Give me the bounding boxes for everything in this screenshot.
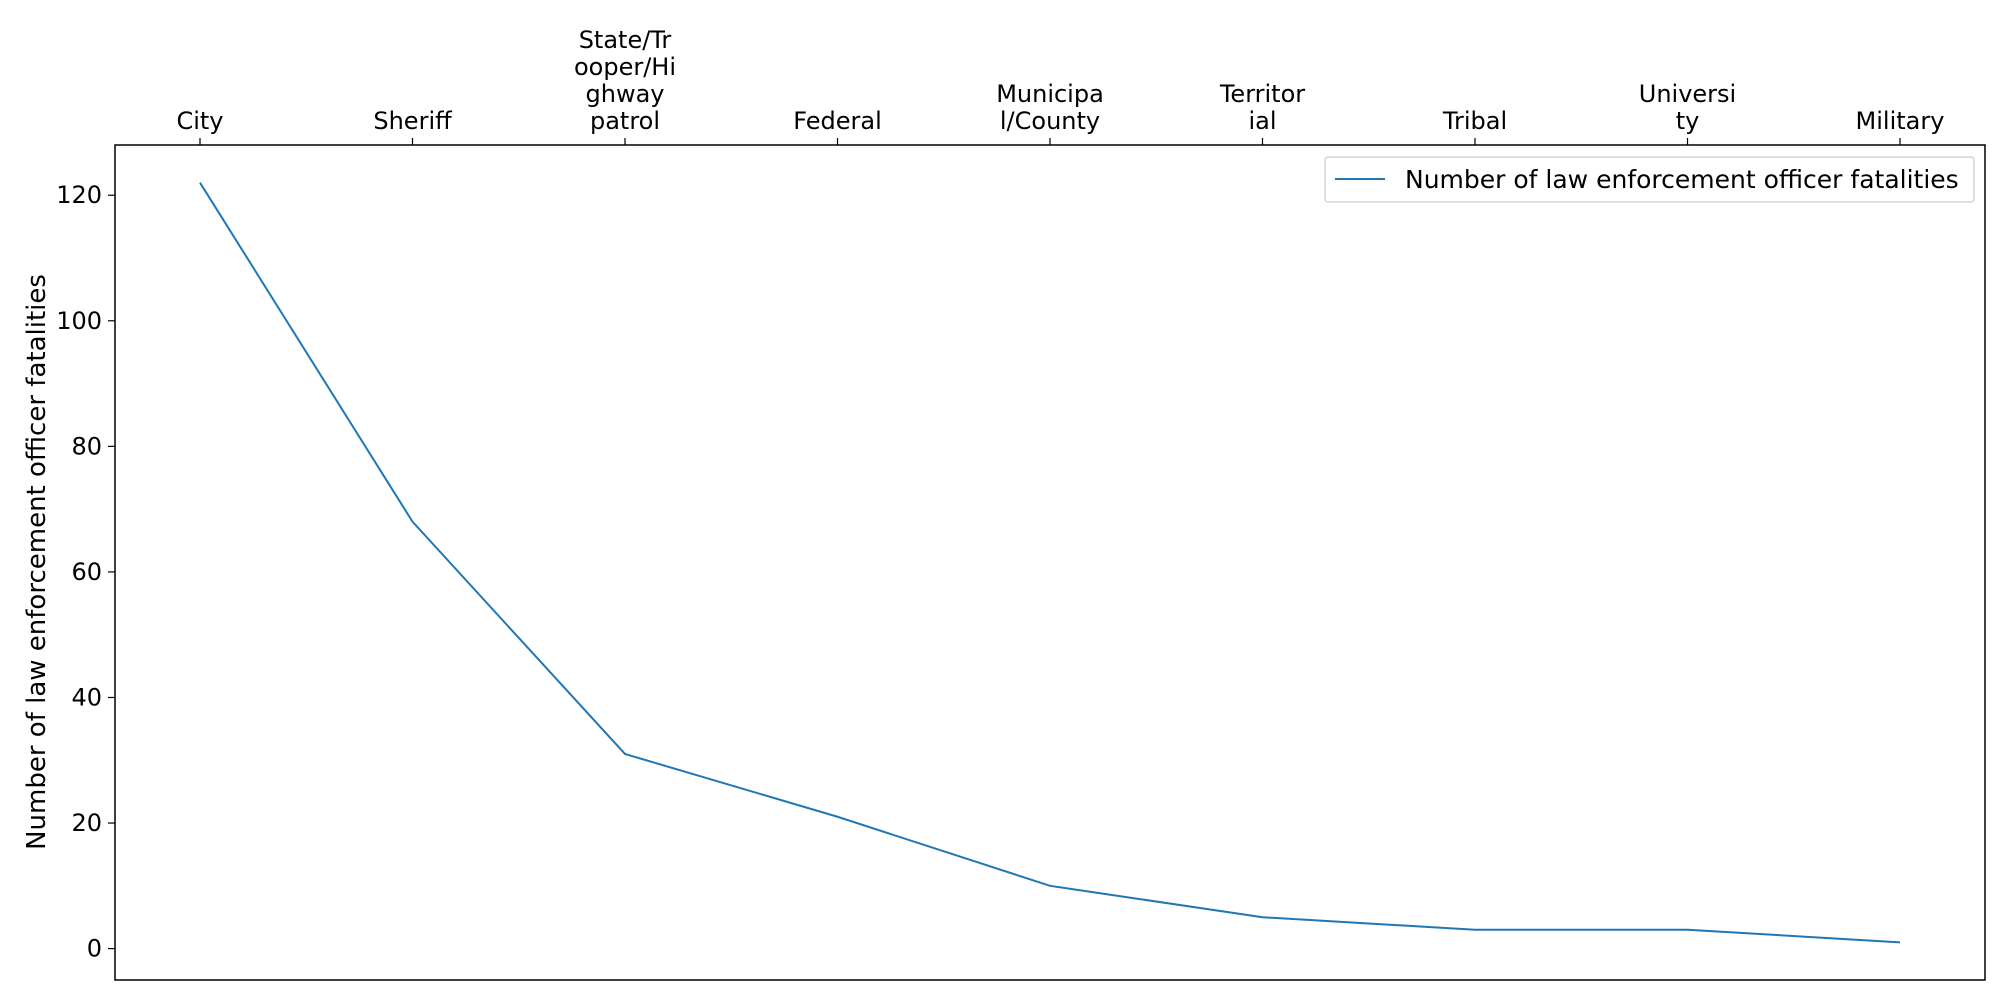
x-tick-label: Universi ty bbox=[1639, 80, 1736, 135]
x-axis-ticks: City Sheriff State/Tr ooper/Hi ghway patrol Fe… bbox=[176, 26, 1944, 145]
y-axis-ticks: 0 20 40 60 80 100 120 bbox=[56, 181, 115, 963]
x-tick-label: Sheriff bbox=[373, 107, 452, 135]
x-tick-label: Tribal bbox=[1442, 107, 1507, 135]
legend-box bbox=[1324, 156, 1975, 203]
y-tick-label: 0 bbox=[87, 935, 102, 963]
series-line-fatalities bbox=[199, 182, 1901, 944]
legend-label: Number of law enforcement officer fatali… bbox=[1405, 165, 1959, 194]
x-tick-label: City bbox=[176, 107, 223, 135]
x-tick-label: Municipa l/County bbox=[996, 80, 1104, 135]
x-tick-label: State/Tr ooper/Hi ghway patrol bbox=[574, 26, 676, 135]
y-tick-label: 40 bbox=[71, 683, 102, 711]
y-tick-label: 120 bbox=[56, 181, 102, 209]
y-tick-label: 100 bbox=[56, 307, 102, 335]
x-tick-label: Territor ial bbox=[1219, 80, 1305, 135]
y-tick-label: 80 bbox=[71, 432, 102, 460]
x-tick-label: Military bbox=[1856, 107, 1945, 135]
series-layer bbox=[199, 182, 1901, 944]
x-tick-label: Federal bbox=[793, 107, 882, 135]
y-tick-label: 60 bbox=[71, 558, 102, 586]
legend: Number of law enforcement officer fatali… bbox=[1324, 156, 1975, 203]
plot-frame bbox=[114, 144, 1986, 981]
y-tick-label: 20 bbox=[71, 809, 102, 837]
y-axis-title: Number of law enforcement officer fatali… bbox=[22, 274, 52, 850]
